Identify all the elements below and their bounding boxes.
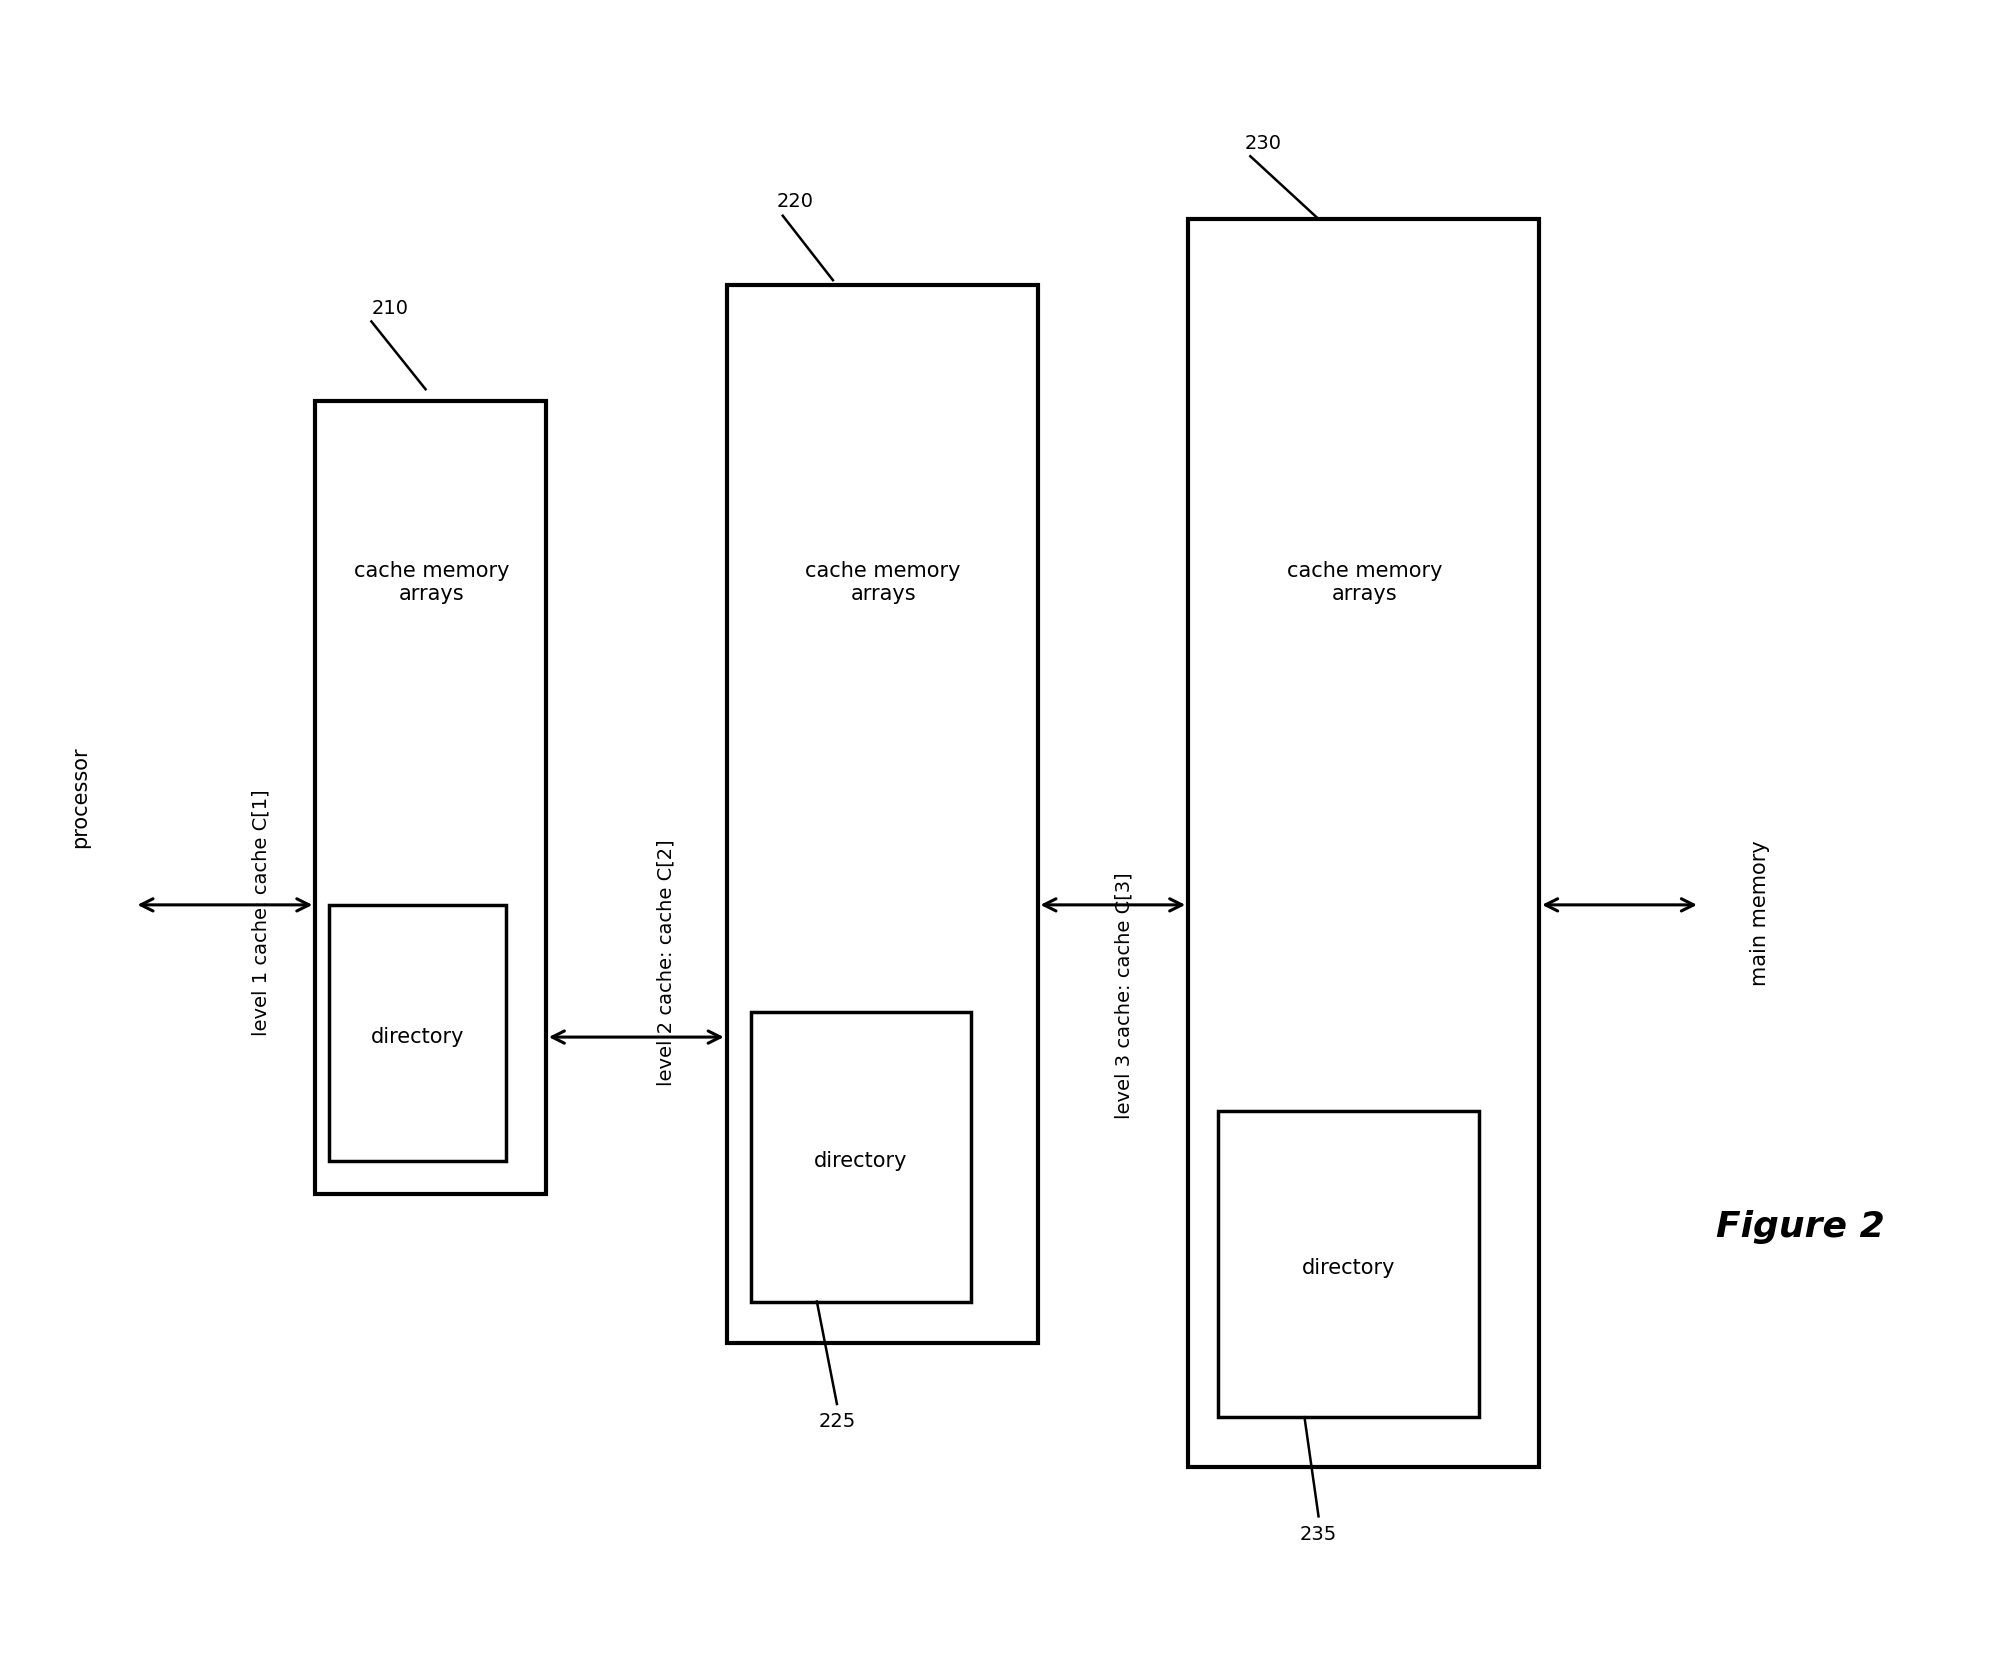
Text: level 3 cache: cache C[3]: level 3 cache: cache C[3] [1114,872,1132,1120]
Text: 210: 210 [371,299,409,319]
Text: directory: directory [1301,1259,1394,1279]
Text: 235: 235 [1299,1525,1337,1543]
Text: directory: directory [371,1026,463,1046]
Bar [328,905,506,1161]
Text: cache memory
arrays: cache memory arrays [354,561,510,605]
Text: level 1 cache: cache C[1]: level 1 cache: cache C[1] [252,791,270,1036]
Text: level 2 cache: cache C[2]: level 2 cache: cache C[2] [657,839,675,1086]
Text: processor: processor [70,747,91,849]
Text: cache memory
arrays: cache memory arrays [1287,561,1442,605]
Text: cache memory
arrays: cache memory arrays [806,561,961,605]
Bar [1218,1111,1478,1417]
Text: 220: 220 [775,191,814,211]
Text: 230: 230 [1245,135,1281,153]
Text: 225: 225 [818,1412,856,1432]
Text: Figure 2: Figure 2 [1714,1211,1883,1244]
Text: main memory: main memory [1748,840,1768,987]
Text: directory: directory [814,1151,908,1171]
Bar [1188,219,1539,1467]
Bar [751,1012,971,1302]
Bar [727,286,1037,1342]
Bar [314,400,546,1194]
